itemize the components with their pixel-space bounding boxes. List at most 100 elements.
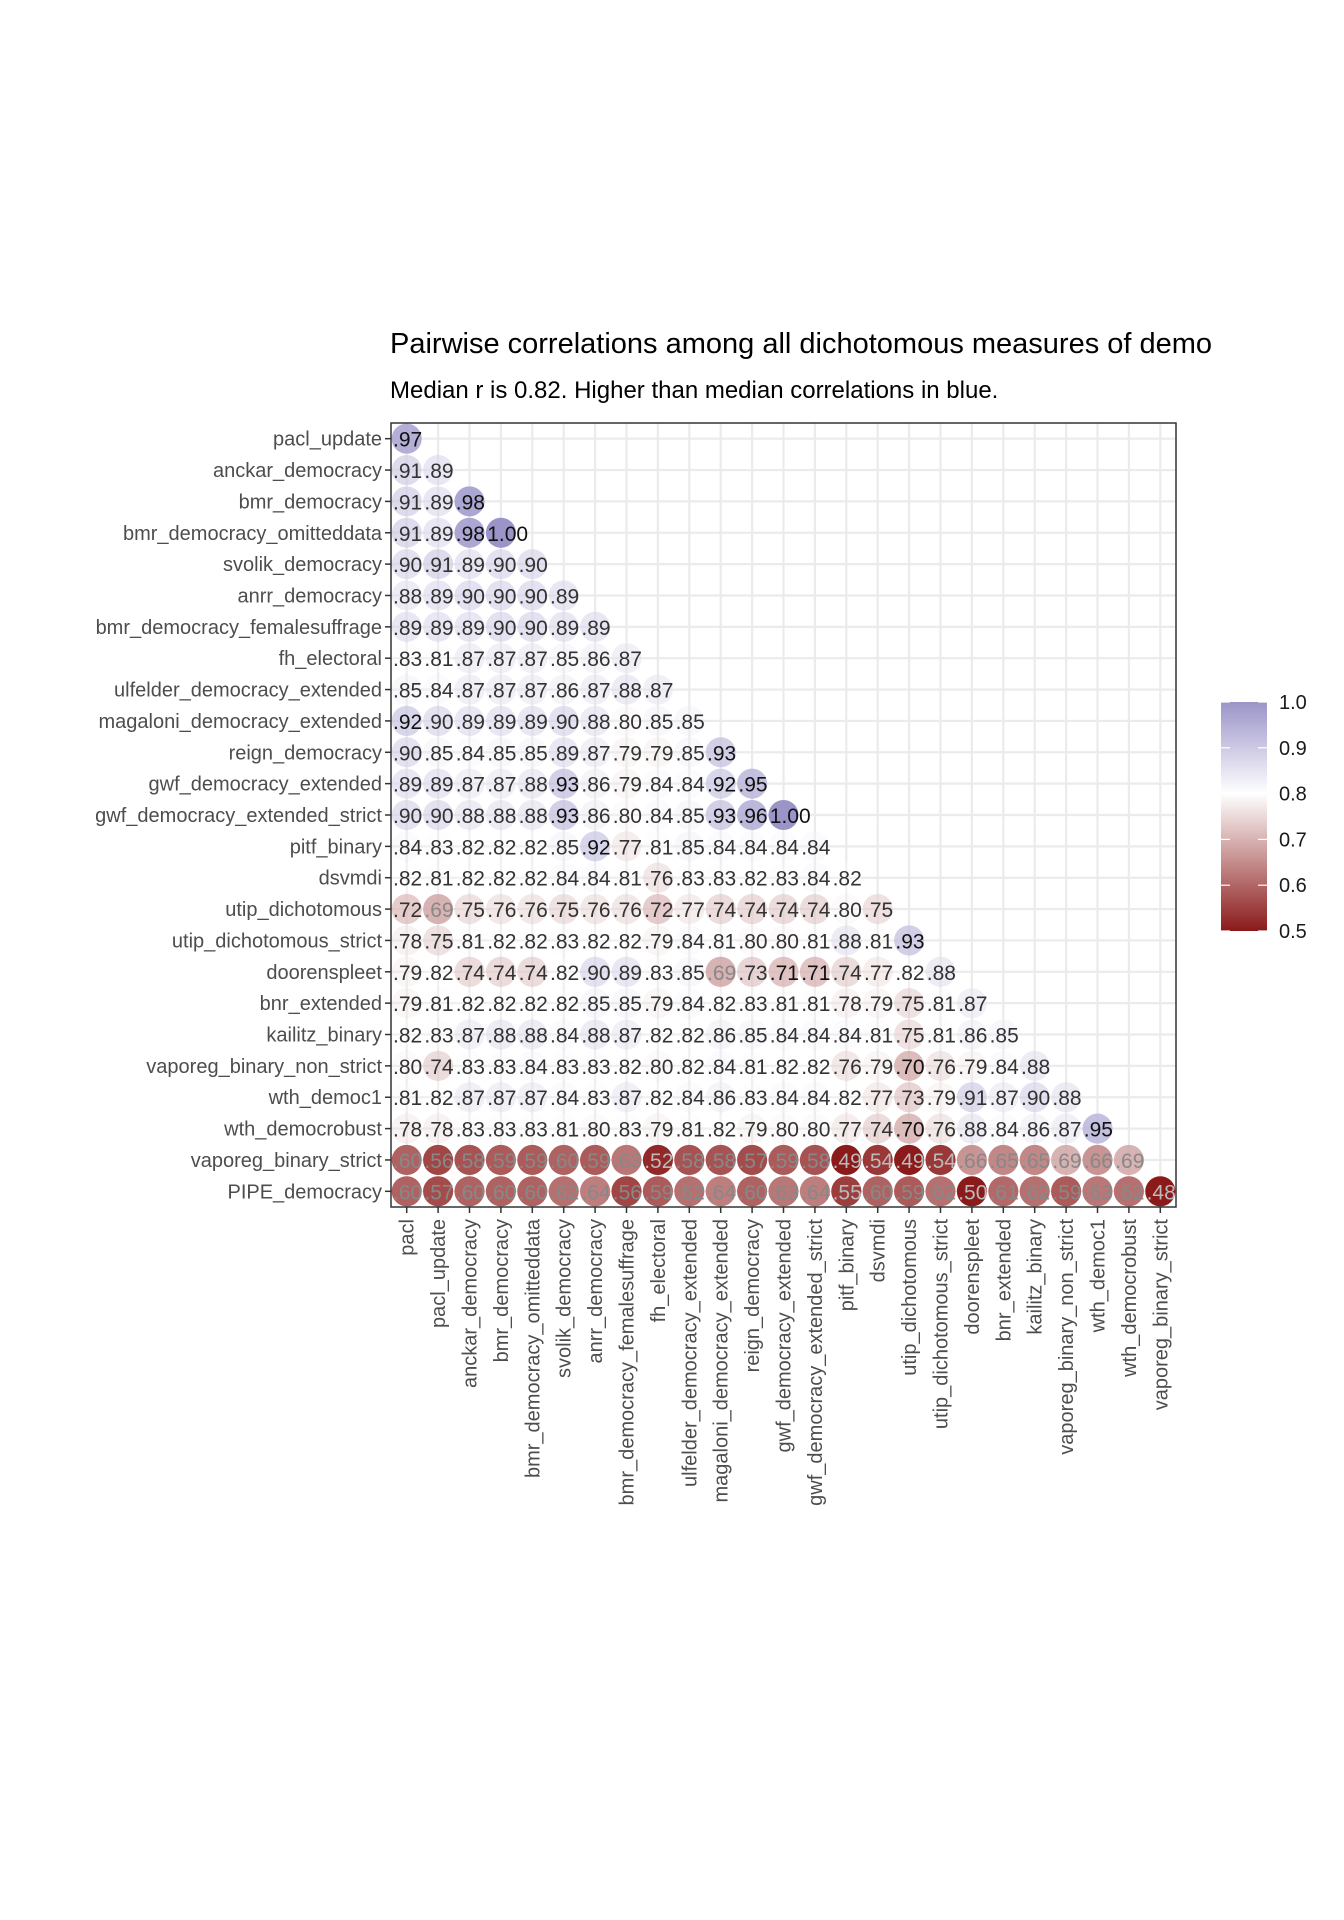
- correlation-value-label: .48: [1147, 1181, 1176, 1204]
- correlation-circle: [454, 643, 485, 674]
- correlation-value-label: .86: [581, 648, 610, 671]
- correlation-circle: [454, 862, 485, 893]
- correlation-circle: [674, 705, 705, 736]
- correlation-circle: [548, 925, 579, 956]
- correlation-circle: [454, 1019, 485, 1050]
- correlation-value-label: .84: [644, 805, 674, 828]
- correlation-value-label: .76: [613, 899, 642, 922]
- correlation-circle: [423, 799, 454, 831]
- correlation-circle: [642, 1113, 673, 1144]
- correlation-value-label: .82: [676, 1056, 705, 1079]
- correlation-value-label: .88: [519, 805, 548, 828]
- correlation-value-label: .90: [393, 805, 422, 828]
- correlation-circle: [705, 1019, 736, 1050]
- correlation-circle: [517, 988, 548, 1019]
- correlation-value-label: .86: [550, 680, 579, 703]
- correlation-circle: [956, 1144, 987, 1176]
- correlation-circle: [454, 1176, 485, 1207]
- correlation-circle: [485, 1019, 516, 1050]
- correlation-value-label: .87: [456, 774, 485, 797]
- correlation-circle: [674, 894, 705, 925]
- correlation-circle: [454, 580, 485, 611]
- correlation-circle: [580, 1113, 611, 1144]
- correlation-value-label: .93: [707, 742, 736, 765]
- correlation-value-label: .83: [738, 1087, 767, 1110]
- correlation-circle: [705, 768, 736, 799]
- correlation-circle: [391, 1019, 422, 1050]
- correlation-circle: [642, 1050, 673, 1081]
- correlation-value-label: .82: [833, 868, 862, 891]
- correlation-value-label: .77: [676, 899, 705, 922]
- correlation-circle: [611, 988, 642, 1019]
- correlation-value-label: .85: [581, 993, 610, 1016]
- correlation-value-label: .95: [1084, 1119, 1113, 1142]
- correlation-value-label: .98: [456, 523, 485, 546]
- correlation-circle: [423, 1082, 454, 1113]
- correlation-value-label: .84: [393, 836, 423, 859]
- correlation-value-label: .80: [644, 1056, 673, 1079]
- correlation-circle: [454, 831, 485, 862]
- correlation-value-label: .64: [581, 1181, 611, 1204]
- correlation-circle: [1082, 1144, 1113, 1176]
- correlation-value-label: .82: [707, 993, 736, 1016]
- correlation-value-label: .85: [487, 742, 516, 765]
- correlation-circle: [642, 799, 673, 831]
- correlation-circle: [454, 517, 485, 548]
- legend-tick-label: 0.8: [1279, 784, 1307, 806]
- correlation-value-label: .82: [613, 1056, 642, 1079]
- correlation-value-label: .79: [644, 742, 673, 765]
- y-tick-label: utip_dichotomous_strict: [172, 930, 383, 952]
- correlation-circle: [485, 925, 516, 956]
- correlation-value-label: .86: [707, 1087, 736, 1110]
- correlation-circle: [548, 799, 579, 831]
- correlation-value-label: .83: [487, 1056, 516, 1079]
- correlation-circle: [737, 1019, 768, 1050]
- correlation-value-label: .90: [456, 585, 485, 608]
- y-tick-label: bmr_democracy_femalesuffrage: [96, 617, 382, 639]
- correlation-value-label: .63: [613, 1150, 642, 1173]
- correlation-circle: [580, 1176, 611, 1207]
- correlation-circle: [580, 674, 611, 705]
- correlation-value-label: .87: [958, 993, 987, 1016]
- correlation-circle: [894, 988, 925, 1019]
- correlation-circle: [391, 423, 422, 454]
- correlation-circle: [391, 956, 422, 987]
- correlation-circle: [925, 1113, 956, 1144]
- correlation-value-label: .77: [613, 836, 642, 859]
- correlation-circle: [642, 768, 673, 799]
- correlation-value-label: .55: [833, 1181, 862, 1204]
- correlation-value-label: .82: [487, 930, 516, 953]
- correlation-value-label: .69: [424, 899, 453, 922]
- correlation-value-label: .82: [456, 868, 485, 891]
- correlation-value-label: .82: [487, 868, 516, 891]
- correlation-value-label: .60: [487, 1181, 516, 1204]
- correlation-circle: [925, 1050, 956, 1081]
- correlation-circle: [485, 643, 516, 674]
- correlation-circle: [611, 831, 642, 862]
- correlation-circle: [423, 1144, 454, 1176]
- correlation-circle: [831, 1113, 862, 1144]
- correlation-value-label: .81: [927, 993, 956, 1016]
- correlation-value-label: .60: [864, 1181, 893, 1204]
- correlation-value-label: .81: [770, 993, 799, 1016]
- correlation-circle: [1082, 1113, 1113, 1144]
- correlation-value-label: .52: [644, 1150, 673, 1173]
- correlation-value-label: .75: [456, 899, 485, 922]
- correlation-circle: [611, 1113, 642, 1144]
- correlation-value-label: .87: [990, 1087, 1019, 1110]
- correlation-value-label: .74: [864, 1119, 894, 1142]
- correlation-circle: [831, 862, 862, 893]
- correlation-value-label: .57: [738, 1150, 767, 1173]
- correlation-cells: .97.91.89.91.89.98.91.89.98 1.00.90.91.89…: [391, 423, 1176, 1207]
- y-tick-label: gwf_democracy_extended: [149, 774, 382, 796]
- correlation-circle: [737, 799, 768, 831]
- correlation-circle: [423, 674, 454, 705]
- correlation-value-label: .84: [519, 1056, 549, 1079]
- correlation-circle: [768, 1144, 799, 1176]
- correlation-circle: [391, 454, 422, 486]
- correlation-circle: [485, 862, 516, 893]
- correlation-circle: [737, 1113, 768, 1144]
- correlation-circle: [580, 956, 611, 987]
- correlation-circle: [548, 1082, 579, 1113]
- correlation-value-label: .79: [393, 993, 422, 1016]
